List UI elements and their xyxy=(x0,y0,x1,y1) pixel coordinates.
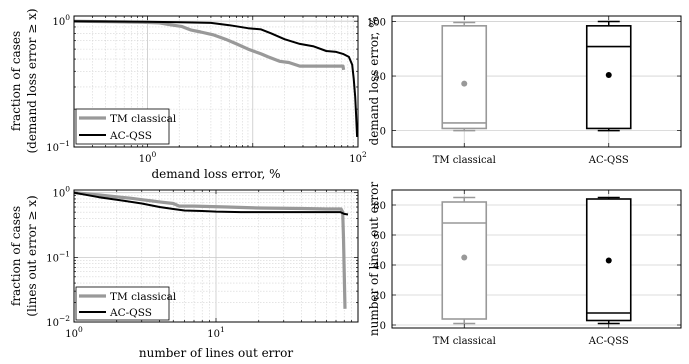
panel-lines-out-boxplot: 0 20 40 60 80 TM classical AC-QSS number of l… xyxy=(367,182,682,347)
tick-label: 100 xyxy=(367,17,386,28)
tick-label: 10−2 xyxy=(46,314,70,329)
tick-marks xyxy=(392,16,681,147)
tick-label: 100 xyxy=(52,185,70,200)
y-tick-labels: 10−2 10−1 100 xyxy=(46,185,70,329)
x-axis-label: demand loss error, % xyxy=(152,167,281,181)
legend: TM classical AC-QSS xyxy=(75,108,177,145)
tick-label: 20 xyxy=(373,291,386,302)
series-line-tm-classical xyxy=(73,19,346,71)
tick-label: 100 xyxy=(65,325,83,340)
tick-label: 10−1 xyxy=(46,139,70,154)
series-group xyxy=(73,19,359,138)
legend-label-ac-qss: AC-QSS xyxy=(109,130,152,142)
y-axis-label-line-2: (lines out error ≥ x) xyxy=(25,195,39,316)
y-tick-labels: 10−1 100 xyxy=(46,13,70,154)
y-axis-label-line-1: fraction of cases xyxy=(9,206,23,306)
tick-label: 0 xyxy=(380,321,386,332)
tick-marks xyxy=(392,190,681,328)
category-label: AC-QSS xyxy=(588,336,629,347)
tick-label: 40 xyxy=(373,261,386,272)
tick-label: 10−1 xyxy=(46,249,70,264)
legend: TM classical AC-QSS xyxy=(75,286,177,321)
y-axis-label: number of lines out error xyxy=(367,182,381,337)
tick-label: 60 xyxy=(373,231,386,242)
series-line-ac-qss xyxy=(73,20,359,138)
series-group xyxy=(73,191,349,309)
tick-label: 100 xyxy=(52,13,70,28)
tick-label: 102 xyxy=(349,150,367,165)
series-line-tm-classical xyxy=(73,191,347,309)
category-label: TM classical xyxy=(433,336,496,347)
box-group xyxy=(441,196,632,325)
panel-lines-out-ccdf: 100 101 10−2 10−1 100 number of lines out e… xyxy=(9,185,359,360)
tick-label: 80 xyxy=(373,201,386,212)
category-label: TM classical xyxy=(433,155,496,166)
mean-ac-qss xyxy=(605,257,612,264)
panel-demand-loss-ccdf: 100 102 10−1 100 demand loss error, % frac… xyxy=(9,8,367,181)
x-tick-labels: 100 101 xyxy=(65,325,225,340)
legend-box xyxy=(75,108,170,145)
panel-demand-loss-boxplot: 0 50 100 TM classical AC-QSS demand loss er… xyxy=(367,15,682,166)
y-axis-label-line-2: (demand loss error ≥ x) xyxy=(25,8,39,153)
legend-label-tm-classical: TM classical xyxy=(110,291,177,303)
tick-label: 101 xyxy=(207,325,225,340)
mean-tm-classical xyxy=(461,254,468,261)
y-axis-label-line-1: fraction of cases xyxy=(9,31,23,131)
y-axis-label: demand loss error, % xyxy=(367,17,381,146)
legend-label-tm-classical: TM classical xyxy=(110,113,177,125)
y-tick-labels: 0 20 40 60 80 xyxy=(373,201,386,332)
category-labels: TM classical AC-QSS xyxy=(433,155,629,166)
tick-label: 0 xyxy=(380,127,386,138)
box-group xyxy=(441,20,632,132)
category-label: AC-QSS xyxy=(588,155,629,166)
tick-label: 100 xyxy=(139,150,157,165)
x-axis-label: number of lines out error xyxy=(139,346,294,360)
legend-box xyxy=(75,286,170,321)
mean-ac-qss xyxy=(605,71,612,78)
box-tm-classical xyxy=(441,25,488,130)
x-tick-labels: 100 102 xyxy=(139,150,367,165)
y-tick-labels: 0 50 100 xyxy=(367,17,386,137)
tick-label: 50 xyxy=(373,72,386,83)
legend-label-ac-qss: AC-QSS xyxy=(109,307,152,319)
series-line-ac-qss xyxy=(73,191,349,216)
mean-tm-classical xyxy=(461,80,468,87)
category-labels: TM classical AC-QSS xyxy=(433,336,629,347)
